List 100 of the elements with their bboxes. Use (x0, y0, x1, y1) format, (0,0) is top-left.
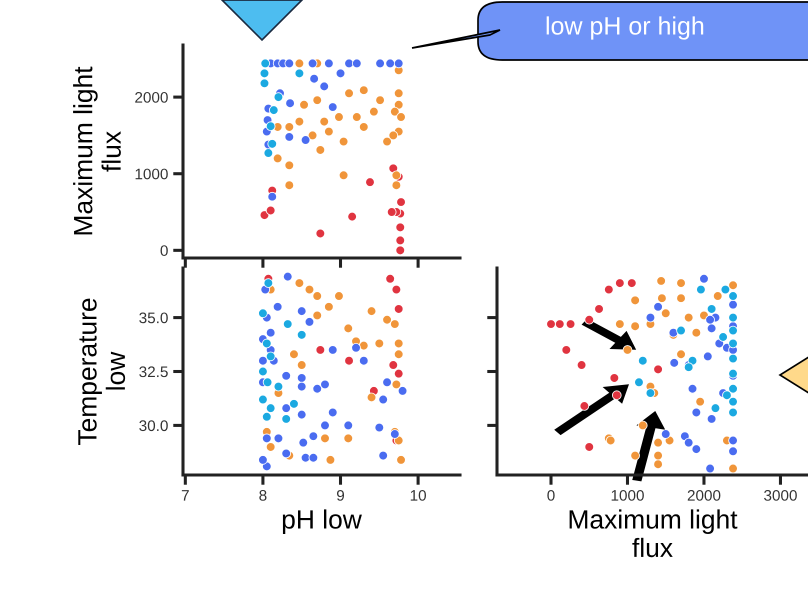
point (308, 130, 318, 140)
point (566, 319, 576, 329)
point (328, 102, 338, 112)
point (626, 278, 637, 288)
point (347, 212, 357, 222)
point (338, 170, 348, 180)
point (344, 88, 354, 98)
point (284, 58, 294, 68)
point (394, 349, 404, 360)
point (390, 319, 400, 329)
point (289, 399, 299, 409)
point (646, 312, 656, 322)
point (316, 228, 326, 238)
point (728, 291, 738, 301)
point (653, 438, 663, 448)
point (320, 420, 330, 430)
point (334, 291, 344, 301)
point (668, 328, 678, 338)
point (352, 112, 362, 122)
point (351, 342, 361, 353)
point (258, 356, 268, 366)
point (338, 136, 348, 146)
point (630, 321, 640, 332)
point (728, 300, 738, 310)
point (282, 319, 293, 329)
point (561, 345, 572, 355)
point (285, 98, 295, 108)
point (656, 276, 666, 286)
point (728, 326, 738, 336)
point (728, 446, 738, 456)
text: low pH or high (546, 16, 704, 40)
point (706, 324, 716, 334)
point (358, 85, 369, 96)
point (699, 274, 709, 284)
point (398, 386, 408, 396)
point (319, 116, 330, 126)
point (692, 328, 702, 338)
point (692, 444, 702, 454)
point (266, 121, 276, 132)
point (546, 319, 556, 329)
point (352, 58, 362, 68)
point (296, 382, 307, 392)
point (394, 304, 404, 314)
point (728, 312, 738, 322)
y-tick-label: 1000 (136, 168, 168, 180)
point (382, 136, 392, 146)
point (260, 58, 270, 68)
point (718, 332, 728, 342)
point (299, 100, 309, 110)
point (382, 377, 392, 388)
point (392, 170, 402, 180)
point (274, 382, 284, 392)
x-tick-label: 2000 (688, 490, 720, 501)
point (375, 58, 385, 68)
point (320, 380, 330, 390)
point (296, 306, 307, 316)
point (344, 356, 354, 366)
point (369, 106, 379, 116)
point (266, 403, 276, 413)
point (343, 434, 354, 444)
point (267, 192, 278, 202)
point (392, 284, 402, 294)
point (684, 438, 694, 448)
point (706, 414, 716, 424)
point (705, 314, 715, 325)
point (395, 236, 406, 246)
point (653, 459, 663, 470)
point (622, 345, 632, 355)
point (312, 384, 322, 394)
point (374, 338, 384, 348)
point (312, 291, 322, 301)
y-tick-label: 35.0 (139, 312, 168, 324)
point (274, 434, 284, 444)
point (630, 296, 640, 306)
point (296, 330, 307, 340)
point (676, 278, 686, 288)
point (260, 78, 270, 88)
point (392, 380, 402, 390)
point (281, 403, 292, 413)
point (272, 302, 282, 312)
point (308, 431, 318, 441)
point (684, 312, 694, 322)
point (660, 429, 671, 439)
point (268, 105, 279, 115)
point (284, 180, 294, 190)
y-tick-label: 32.5 (139, 366, 168, 378)
x-tick-label: 1000 (612, 490, 644, 501)
point (262, 412, 272, 422)
point (728, 436, 738, 446)
point (267, 139, 278, 149)
point (326, 455, 336, 465)
point (358, 122, 369, 132)
point (274, 92, 284, 102)
point (576, 360, 586, 370)
y-tick-label: 0 (160, 245, 168, 256)
y-axis-title: Maximum light flux (73, 66, 121, 234)
x-tick-label: 3000 (764, 490, 797, 501)
point (324, 126, 334, 136)
point (676, 293, 686, 303)
point (308, 452, 318, 463)
